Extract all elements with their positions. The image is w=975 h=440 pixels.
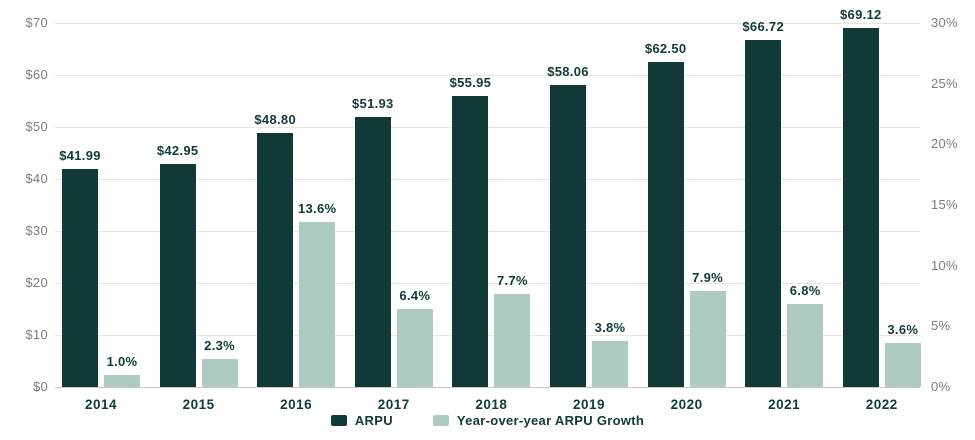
growth-value-label: 3.6%: [887, 322, 919, 338]
y-axis-tick-label: $30: [25, 223, 48, 238]
arpu-value-label: $66.72: [742, 19, 784, 35]
x-axis-year-label: 2016: [280, 397, 313, 412]
growth-bar: [884, 343, 921, 387]
arpu-value-label: $41.99: [59, 147, 101, 163]
secondary-y-axis-tick-label: 15%: [931, 197, 958, 212]
gridline: [55, 22, 920, 24]
secondary-y-axis-tick-label: 5%: [931, 318, 951, 334]
x-axis-year-label: 2014: [84, 397, 118, 412]
arpu-value-label: $62.50: [644, 41, 687, 56]
legend-item-growth: Year-over-year ARPU Growth: [432, 413, 645, 428]
growth-value-label: 3.8%: [594, 319, 626, 335]
x-axis-year-label: 2021: [768, 397, 801, 412]
secondary-y-axis-tick-label: 10%: [931, 257, 958, 273]
arpu-legend-label: ARPU: [354, 413, 393, 428]
y-axis-tick-label: $60: [25, 67, 48, 82]
x-axis-year-label: 2018: [475, 397, 508, 412]
growth-value-label: 6.8%: [789, 283, 821, 299]
x-axis-year-label: 2020: [670, 397, 703, 412]
growth-legend-label: Year-over-year ARPU Growth: [456, 413, 645, 428]
x-axis-year-label: 2019: [572, 397, 606, 412]
secondary-y-axis-tick-label: 0%: [931, 379, 951, 394]
x-axis-year-label: 2022: [865, 397, 898, 412]
growth-bar: [396, 309, 433, 387]
legend-item-arpu: ARPU: [330, 413, 393, 428]
arpu-value-label: $58.06: [547, 64, 589, 80]
gridline: [55, 74, 920, 76]
arpu-bar: [842, 27, 879, 387]
y-axis-tick-label: $10: [25, 327, 48, 342]
growth-bar: [689, 291, 726, 387]
x-axis-year-label: 2015: [182, 397, 215, 412]
arpu-bar: [745, 40, 782, 387]
growth-bar: [494, 293, 531, 387]
arpu-bar: [257, 133, 294, 387]
growth-value-label: 13.6%: [298, 200, 337, 216]
arpu-bar: [159, 163, 196, 387]
growth-bar: [787, 304, 824, 387]
secondary-y-axis-tick-label: 30%: [931, 15, 958, 30]
y-axis-tick-label: $70: [25, 15, 48, 30]
legend: ARPU Year-over-year ARPU Growth: [0, 413, 975, 428]
y-axis-tick-label: $20: [25, 275, 48, 290]
growth-value-label: 7.9%: [692, 270, 724, 286]
y-axis-tick-label: $40: [25, 171, 48, 186]
arpu-value-label: $48.80: [254, 112, 296, 128]
arpu-bar: [354, 116, 391, 387]
arpu-value-label: $42.95: [156, 142, 199, 158]
growth-value-label: 2.3%: [204, 338, 236, 354]
y-axis-tick-label: $0: [32, 379, 48, 394]
growth-bar: [104, 374, 140, 387]
growth-bar: [592, 340, 628, 387]
arpu-bar: [550, 85, 586, 387]
growth-value-label: 1.0%: [106, 353, 138, 369]
x-axis-year-label: 2017: [377, 397, 410, 412]
arpu-legend-swatch-icon: [330, 415, 347, 426]
growth-legend-swatch-icon: [432, 415, 449, 426]
x-axis-line: [55, 387, 920, 388]
arpu-bar: [452, 96, 489, 387]
arpu-value-label: $55.95: [449, 75, 492, 91]
growth-value-label: 7.7%: [496, 272, 528, 288]
y-axis-tick-label: $50: [25, 119, 48, 134]
arpu-bar: [62, 168, 98, 387]
secondary-y-axis-tick-label: 20%: [931, 136, 958, 152]
secondary-y-axis-tick-label: 25%: [931, 75, 958, 91]
growth-bar: [299, 221, 336, 387]
arpu-value-label: $69.12: [840, 6, 882, 22]
growth-bar: [201, 359, 238, 387]
growth-value-label: 6.4%: [399, 288, 431, 304]
arpu-bar: [647, 62, 684, 387]
arpu-value-label: $51.93: [352, 95, 394, 111]
